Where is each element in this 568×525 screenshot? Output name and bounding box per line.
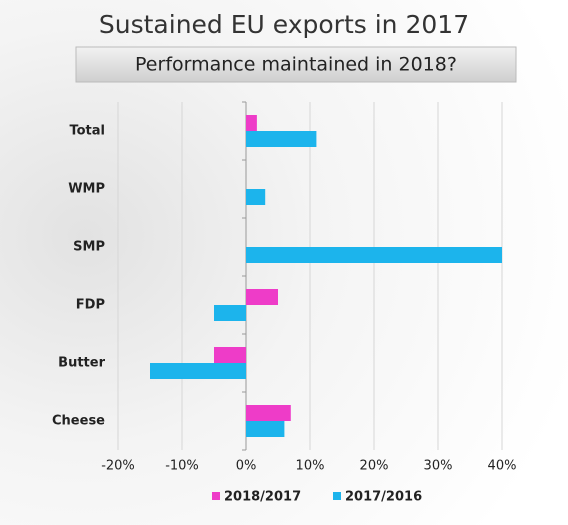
y-tick-label: WMP — [68, 182, 105, 197]
x-tick-label: 20% — [360, 459, 389, 474]
x-tick-label: 10% — [296, 459, 325, 474]
bar — [246, 289, 278, 305]
x-tick-label: 30% — [424, 459, 453, 474]
chart-title: Sustained EU exports in 2017 — [99, 10, 469, 39]
bar — [246, 405, 291, 421]
bar — [214, 347, 246, 363]
legend-swatch — [212, 492, 220, 500]
x-tick-label: 40% — [488, 459, 517, 474]
bar — [246, 131, 317, 147]
y-tick-label: Total — [69, 124, 105, 139]
bar — [246, 189, 266, 205]
legend-label: 2017/2016 — [345, 490, 422, 505]
bar — [246, 421, 285, 437]
legend-swatch — [333, 492, 341, 500]
y-tick-label: SMP — [73, 240, 105, 255]
bar — [214, 305, 246, 321]
bar — [246, 115, 257, 131]
x-tick-label: 0% — [236, 459, 257, 474]
bar — [246, 247, 502, 263]
x-tick-label: -20% — [101, 459, 135, 474]
subtitle-box — [75, 46, 517, 83]
y-tick-label: FDP — [76, 298, 105, 313]
x-tick-label: -10% — [165, 459, 199, 474]
bar — [150, 363, 246, 379]
subtitle: Performance maintained in 2018? — [135, 54, 457, 76]
legend-label: 2018/2017 — [224, 490, 301, 505]
y-tick-label: Cheese — [52, 414, 105, 429]
y-tick-label: Butter — [58, 356, 105, 371]
